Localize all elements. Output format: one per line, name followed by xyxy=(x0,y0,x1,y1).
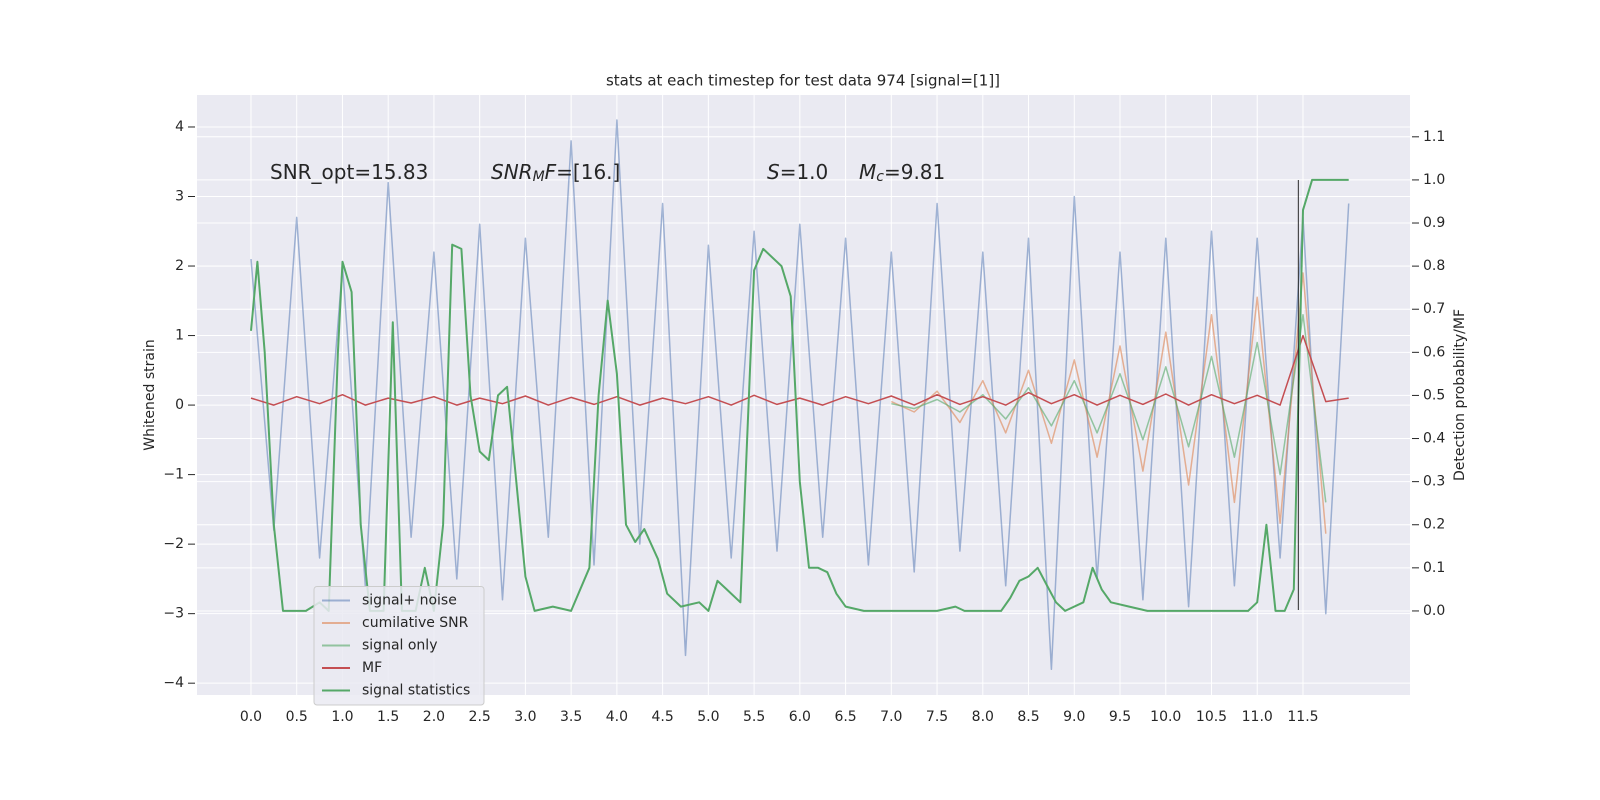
x-tick-label: 5.0 xyxy=(697,709,719,725)
x-tick-label: 10.0 xyxy=(1150,709,1181,725)
x-tick-label: 4.5 xyxy=(651,709,673,725)
y2-tick-label: 0.2 xyxy=(1423,517,1445,533)
annotation: S=1.0 xyxy=(767,160,828,184)
annotation: Mc=9.81 xyxy=(859,160,945,186)
legend-label: cumilative SNR xyxy=(362,615,469,631)
y-tick-label: −3 xyxy=(163,606,184,622)
x-tick-label: 7.5 xyxy=(926,709,948,725)
y2-tick-label: 0.5 xyxy=(1423,387,1445,403)
y2-tick-label: 0.9 xyxy=(1423,215,1445,231)
grid xyxy=(197,95,1410,695)
series-line xyxy=(250,119,1350,671)
x-tick-label: 1.0 xyxy=(331,709,353,725)
y2-tick-label: 0.1 xyxy=(1423,560,1445,576)
y-tick-label: 3 xyxy=(175,189,184,205)
y2-axis-label: Detection probability/MF xyxy=(1452,309,1468,481)
legend-label: MF xyxy=(362,660,382,676)
y-tick-label: 0 xyxy=(175,397,184,413)
x-tick-label: 9.5 xyxy=(1109,709,1131,725)
y2-tick-label: 0.8 xyxy=(1423,258,1445,274)
y2-tick-label: 1.0 xyxy=(1423,172,1445,188)
annotation: SNRMF=[16.] xyxy=(491,160,620,186)
annotation-part: SNR xyxy=(491,160,533,184)
x-tick-label: 3.5 xyxy=(560,709,582,725)
annotation: SNR_opt=15.83 xyxy=(270,160,428,184)
x-tick-label: 9.0 xyxy=(1063,709,1085,725)
y-tick-label: 4 xyxy=(175,119,184,135)
legend-label: signal statistics xyxy=(362,683,470,699)
y2-tick-label: 1.1 xyxy=(1423,129,1445,145)
y2-tick-label: 0.7 xyxy=(1423,301,1445,317)
x-tick-label: 2.5 xyxy=(469,709,491,725)
x-tick-label: 5.5 xyxy=(743,709,765,725)
annotation-part: S xyxy=(767,160,780,184)
annotation-part: F xyxy=(545,160,557,184)
x-tick-label: 2.0 xyxy=(423,709,445,725)
annotation-part: =9.81 xyxy=(884,160,945,184)
y2-tick-label: 0.4 xyxy=(1423,431,1445,447)
x-tick-label: 11.0 xyxy=(1242,709,1273,725)
x-tick-label: 10.5 xyxy=(1196,709,1227,725)
y-tick-label: 1 xyxy=(175,328,184,344)
annotation-part: SNR_opt=15.83 xyxy=(270,160,428,184)
series-line xyxy=(250,178,1349,612)
y2-tick-label: 0.0 xyxy=(1423,603,1445,619)
annotation-part: =1.0 xyxy=(780,160,829,184)
annotation-part: M xyxy=(533,169,545,185)
x-tick-label: 6.0 xyxy=(789,709,811,725)
annotation-part: M xyxy=(859,160,876,184)
legend: signal+ noise cumilative SNR signal only MF… xyxy=(313,586,485,706)
y-tick-label: 2 xyxy=(175,258,184,274)
x-tick-label: 4.0 xyxy=(606,709,628,725)
x-tick-label: 8.5 xyxy=(1017,709,1039,725)
x-tick-label: 1.5 xyxy=(377,709,399,725)
y-tick-label: −4 xyxy=(163,675,184,691)
series-line xyxy=(250,334,1349,406)
legend-label: signal+ noise xyxy=(362,593,457,609)
legend-label: signal only xyxy=(362,638,437,654)
y-axis-label: Whitened strain xyxy=(142,339,158,450)
series-line xyxy=(891,313,1327,503)
y-tick-label: −2 xyxy=(163,536,184,552)
x-tick-label: 8.0 xyxy=(972,709,994,725)
x-tick-label: 7.0 xyxy=(880,709,902,725)
annotation-part: c xyxy=(876,169,884,185)
x-tick-label: 3.0 xyxy=(514,709,536,725)
y2-tick-label: 0.3 xyxy=(1423,474,1445,490)
y2-tick-label: 0.6 xyxy=(1423,344,1445,360)
legend-box xyxy=(313,586,485,706)
x-tick-label: 0.5 xyxy=(286,709,308,725)
x-tick-label: 0.0 xyxy=(240,709,262,725)
annotation-part: =[16.] xyxy=(556,160,620,184)
chart-title: stats at each timestep for test data 974… xyxy=(606,72,1000,90)
y-tick-label: −1 xyxy=(163,467,184,483)
x-tick-label: 11.5 xyxy=(1287,709,1318,725)
x-tick-label: 6.5 xyxy=(834,709,856,725)
